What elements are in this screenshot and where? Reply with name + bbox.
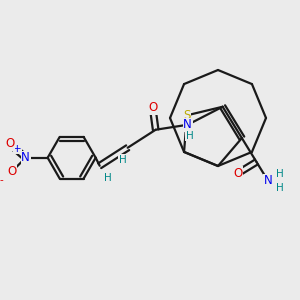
Text: +: + [14, 144, 22, 154]
Text: N: N [21, 151, 30, 164]
Text: O: O [7, 165, 16, 178]
Text: N: N [264, 174, 272, 187]
Text: H: H [104, 173, 112, 183]
Text: N: N [183, 118, 192, 131]
Text: S: S [183, 109, 190, 122]
Text: O: O [148, 101, 157, 114]
Text: H: H [186, 131, 194, 141]
Text: H: H [276, 169, 284, 179]
Text: H: H [276, 183, 284, 193]
Text: O: O [5, 137, 14, 150]
Text: -: - [0, 175, 4, 185]
Text: O: O [233, 167, 242, 180]
Text: H: H [119, 155, 127, 165]
